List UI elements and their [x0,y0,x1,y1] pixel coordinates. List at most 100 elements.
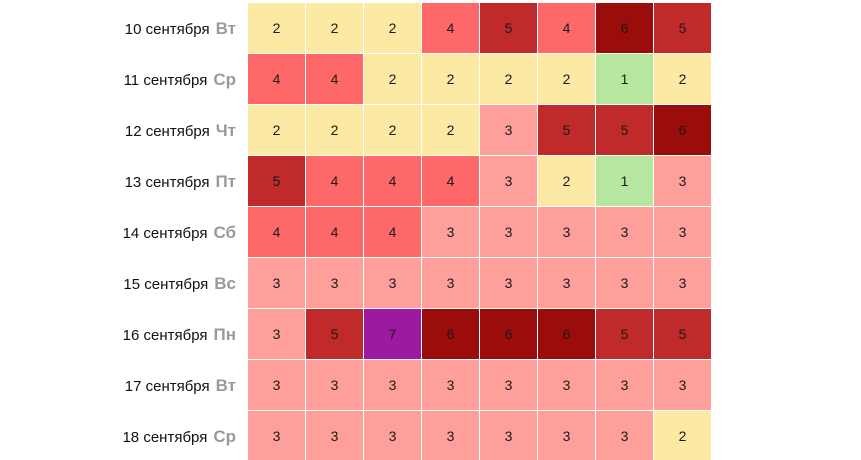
table-row: 16 сентября Пн 3 5 7 6 6 6 5 5 [0,309,861,360]
heat-cell: 3 [654,156,711,206]
heat-cell: 5 [654,309,711,359]
heat-cell: 3 [538,258,595,308]
table-row: 18 сентября Ср 3 3 3 3 3 3 3 2 [0,411,861,460]
weekday-text: Вт [215,376,236,395]
heat-cell: 5 [306,309,363,359]
heat-cell: 5 [596,105,653,155]
heat-cell: 3 [422,360,479,410]
table-row: 15 сентября Вс 3 3 3 3 3 3 3 3 [0,258,861,309]
heat-cell: 2 [480,54,537,104]
row-date-label: 15 сентября Вс [123,258,236,309]
heat-cell: 3 [248,309,305,359]
heat-cell: 6 [422,309,479,359]
heat-cell: 3 [422,411,479,460]
row-date-label: 12 сентября Чт [125,105,236,156]
weekday-text: Вт [215,19,236,38]
heat-cell: 2 [364,54,421,104]
heat-cell: 3 [654,360,711,410]
row-date-label: 16 сентября Пн [123,309,236,360]
weekday-text: Ср [213,427,236,446]
date-text: 17 сентября [124,378,210,395]
heat-cell: 3 [480,207,537,257]
heat-cell: 4 [364,207,421,257]
row-date-label: 13 сентября Пт [125,156,236,207]
heat-cell: 2 [248,105,305,155]
table-row: 14 сентября Сб 4 4 4 3 3 3 3 3 [0,207,861,258]
date-text: 14 сентября [122,225,208,242]
weekday-text: Пн [213,325,237,344]
heat-cell: 6 [596,3,653,53]
heat-cell: 5 [596,309,653,359]
heat-cell: 3 [422,258,479,308]
heat-cell: 3 [364,411,421,460]
heat-cell: 2 [364,3,421,53]
heat-cell: 2 [538,54,595,104]
heat-cell: 6 [654,105,711,155]
date-text: 16 сентября [122,327,208,344]
heat-cell: 4 [422,156,479,206]
date-text: 11 сентября [123,72,208,89]
heat-cell: 1 [596,54,653,104]
heat-cell: 4 [538,3,595,53]
heat-cell: 3 [422,207,479,257]
table-row: 11 сентября Ср 4 4 2 2 2 2 1 2 [0,54,861,105]
heat-cell: 2 [422,105,479,155]
date-text: 15 сентября [123,276,209,293]
heat-cell: 3 [538,411,595,460]
heat-cell: 3 [480,360,537,410]
heat-cell: 2 [422,54,479,104]
heat-cell: 4 [248,54,305,104]
heat-cell: 3 [248,411,305,460]
row-date-label: 11 сентября Ср [124,54,236,105]
heat-cell: 6 [480,309,537,359]
heat-cell: 3 [596,411,653,460]
heat-cell: 3 [654,207,711,257]
heat-cell: 2 [306,105,363,155]
table-row: 17 сентября Вт 3 3 3 3 3 3 3 3 [0,360,861,411]
table-row: 13 сентября Пт 5 4 4 4 3 2 1 3 [0,156,861,207]
heat-cell: 3 [538,360,595,410]
heat-cell: 5 [654,3,711,53]
heat-cell: 4 [248,207,305,257]
date-text: 12 сентября [124,123,210,140]
table-row: 12 сентября Чт 2 2 2 2 3 5 5 6 [0,105,861,156]
heat-cell: 4 [422,3,479,53]
weekday-text: Ср [213,70,236,89]
heat-cell: 5 [538,105,595,155]
heat-cell: 3 [364,360,421,410]
heat-cell: 3 [306,258,363,308]
heat-cell: 3 [248,258,305,308]
date-text: 10 сентября [124,21,210,38]
row-date-label: 17 сентября Вт [125,360,236,411]
heat-cell: 3 [306,360,363,410]
heat-cell: 2 [654,411,711,460]
heat-cell: 4 [306,207,363,257]
date-text: 18 сентября [122,429,208,446]
heat-cell: 3 [364,258,421,308]
heat-cell: 2 [306,3,363,53]
heat-cell: 3 [654,258,711,308]
heat-cell: 4 [306,156,363,206]
heat-cell: 3 [306,411,363,460]
heat-cell: 5 [480,3,537,53]
heat-cell: 3 [596,360,653,410]
heat-cell: 6 [538,309,595,359]
date-text: 13 сентября [124,174,210,191]
row-date-label: 10 сентября Вт [125,3,236,54]
heat-cell: 4 [364,156,421,206]
heat-cell: 2 [654,54,711,104]
heat-cell: 5 [248,156,305,206]
heat-cell: 1 [596,156,653,206]
heat-cell: 3 [538,207,595,257]
heat-cell: 2 [538,156,595,206]
heat-cell: 7 [364,309,421,359]
weekday-text: Сб [213,223,236,242]
weekday-text: Чт [215,121,236,140]
weekday-text: Вс [214,274,236,293]
heat-cell: 2 [364,105,421,155]
heat-cell: 2 [248,3,305,53]
heat-cell: 3 [480,258,537,308]
weekday-text: Пт [215,172,236,191]
heat-cell: 3 [248,360,305,410]
